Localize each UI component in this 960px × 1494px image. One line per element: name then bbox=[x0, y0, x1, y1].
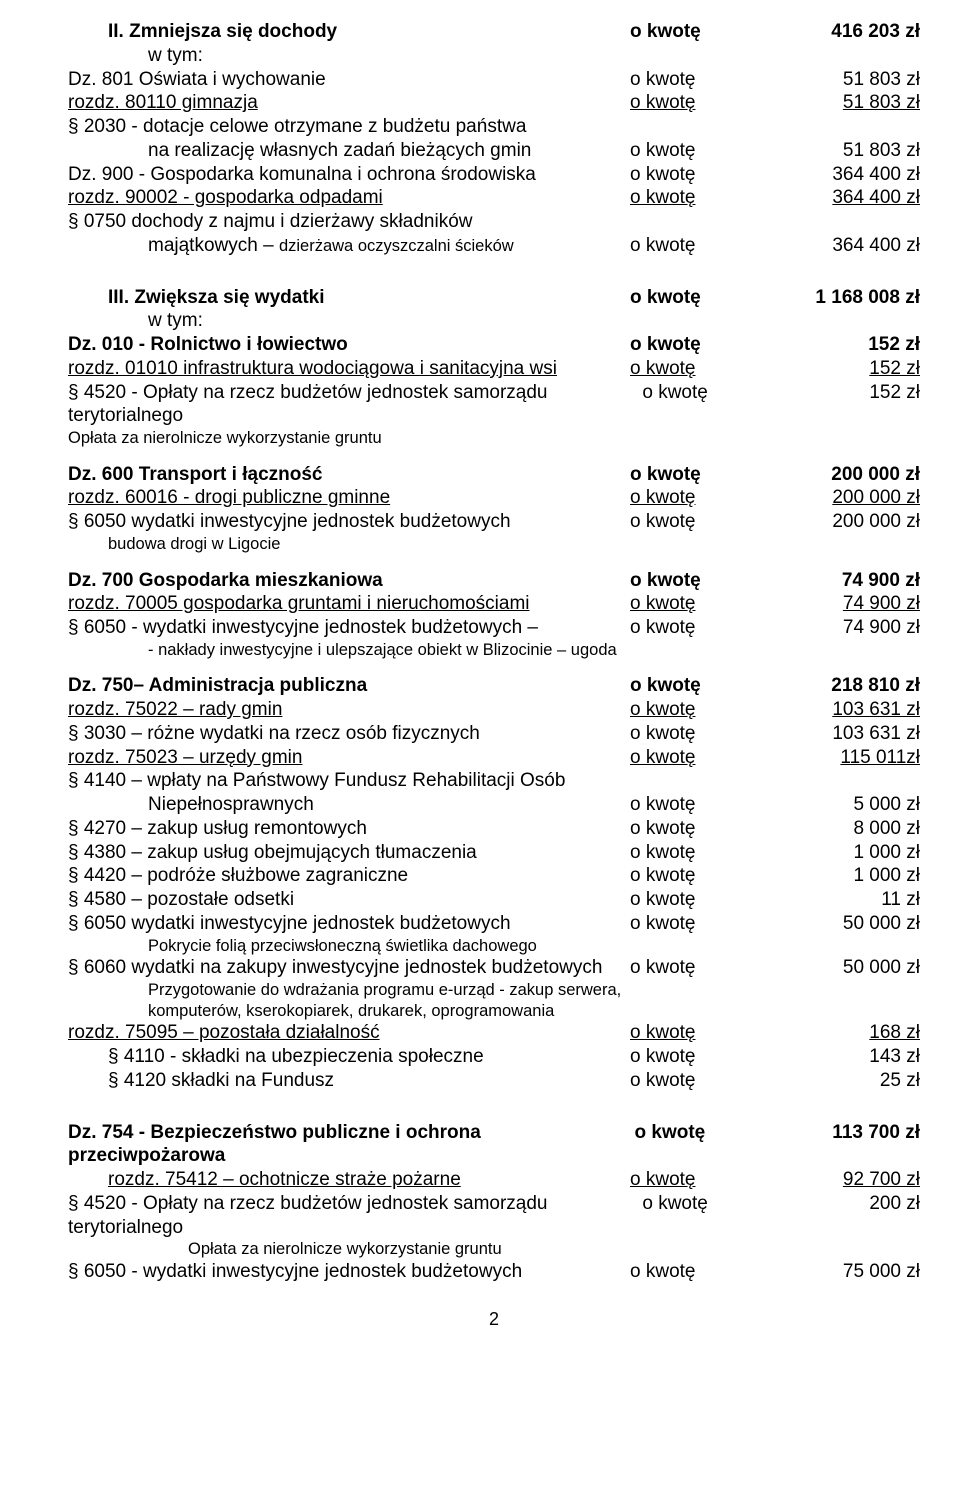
line: Niepełnosprawnych o kwotę 5 000 zł bbox=[68, 793, 920, 817]
page-number: 2 bbox=[68, 1308, 920, 1331]
note: Opłata za nierolnicze wykorzystanie grun… bbox=[68, 428, 920, 449]
line: § 3030 – różne wydatki na rzecz osób fiz… bbox=[68, 722, 920, 746]
o-kwote: o kwotę bbox=[630, 20, 750, 44]
line: Dz. 010 - Rolnictwo i łowiectwo o kwotę … bbox=[68, 333, 920, 357]
line: rozdz. 80110 gimnazja o kwotę 51 803 zł bbox=[68, 91, 920, 115]
line: Dz. 600 Transport i łączność o kwotę 200… bbox=[68, 463, 920, 487]
note: Przygotowanie do wdrażania programu e-ur… bbox=[68, 980, 920, 1001]
note: budowa drogi w Ligocie bbox=[68, 534, 920, 555]
sec3-title-row: III. Zwiększa się wydatki o kwotę 1 168 … bbox=[68, 286, 920, 310]
note: - nakłady inwestycyjne i ulepszające obi… bbox=[68, 640, 920, 661]
line: § 4520 - Opłaty na rzecz budżetów jednos… bbox=[68, 381, 920, 429]
line: § 2030 - dotacje celowe otrzymane z budż… bbox=[68, 115, 920, 139]
line: § 6060 wydatki na zakupy inwestycyjne je… bbox=[68, 956, 920, 980]
sec3-wtym: w tym: bbox=[68, 309, 920, 333]
line: § 4380 – zakup usług obejmujących tłumac… bbox=[68, 841, 920, 865]
line: rozdz. 75095 – pozostała działalność o k… bbox=[68, 1021, 920, 1045]
note: Pokrycie folią przeciwsłoneczną świetlik… bbox=[68, 936, 920, 957]
sec2-title-row: II. Zmniejsza się dochody o kwotę 416 20… bbox=[68, 20, 920, 44]
line: § 6050 wydatki inwestycyjne jednostek bu… bbox=[68, 510, 920, 534]
line: § 4580 – pozostałe odsetki o kwotę 11 zł bbox=[68, 888, 920, 912]
line: § 4140 – wpłaty na Państwowy Fundusz Reh… bbox=[68, 769, 920, 793]
line: § 4110 - składki na ubezpieczenia społec… bbox=[68, 1045, 920, 1069]
line: § 4120 składki na Fundusz o kwotę 25 zł bbox=[68, 1069, 920, 1093]
sec2-title: II. Zmniejsza się dochody bbox=[68, 20, 630, 44]
line: rozdz. 90002 - gospodarka odpadami o kwo… bbox=[68, 186, 920, 210]
note: komputerów, kserokopiarek, drukarek, opr… bbox=[68, 1001, 920, 1022]
line: § 4270 – zakup usług remontowych o kwotę… bbox=[68, 817, 920, 841]
sec3-amount: 1 168 008 zł bbox=[750, 286, 920, 310]
line: rozdz. 75022 – rady gmin o kwotę 103 631… bbox=[68, 698, 920, 722]
line: Dz. 750– Administracja publiczna o kwotę… bbox=[68, 674, 920, 698]
line: Dz. 801 Oświata i wychowanie o kwotę 51 … bbox=[68, 68, 920, 92]
line: § 4420 – podróże służbowe zagraniczne o … bbox=[68, 864, 920, 888]
line: na realizację własnych zadań bieżących g… bbox=[68, 139, 920, 163]
line: Dz. 754 - Bezpieczeństwo publiczne i och… bbox=[68, 1121, 920, 1169]
line: § 4520 - Opłaty na rzecz budżetów jednos… bbox=[68, 1192, 920, 1240]
line: § 0750 dochody z najmu i dzierżawy skład… bbox=[68, 210, 920, 234]
line: majątkowych – dzierżawa oczyszczalni ści… bbox=[68, 234, 920, 258]
line: rozdz. 70005 gospodarka gruntami i nieru… bbox=[68, 592, 920, 616]
line: Dz. 900 - Gospodarka komunalna i ochrona… bbox=[68, 163, 920, 187]
sec2-amount: 416 203 zł bbox=[750, 20, 920, 44]
line: § 6050 - wydatki inwestycyjne jednostek … bbox=[68, 1260, 920, 1284]
line: § 6050 wydatki inwestycyjne jednostek bu… bbox=[68, 912, 920, 936]
line: rozdz. 60016 - drogi publiczne gminne o … bbox=[68, 486, 920, 510]
sec2-wtym: w tym: bbox=[68, 44, 920, 68]
line: Dz. 700 Gospodarka mieszkaniowa o kwotę … bbox=[68, 569, 920, 593]
line: rozdz. 01010 infrastruktura wodociągowa … bbox=[68, 357, 920, 381]
line: § 6050 - wydatki inwestycyjne jednostek … bbox=[68, 616, 920, 640]
note: Opłata za nierolnicze wykorzystanie grun… bbox=[68, 1239, 920, 1260]
line: rozdz. 75023 – urzędy gmin o kwotę 115 0… bbox=[68, 746, 920, 770]
sec3-title: III. Zwiększa się wydatki bbox=[68, 286, 630, 310]
line: rozdz. 75412 – ochotnicze straże pożarne… bbox=[68, 1168, 920, 1192]
